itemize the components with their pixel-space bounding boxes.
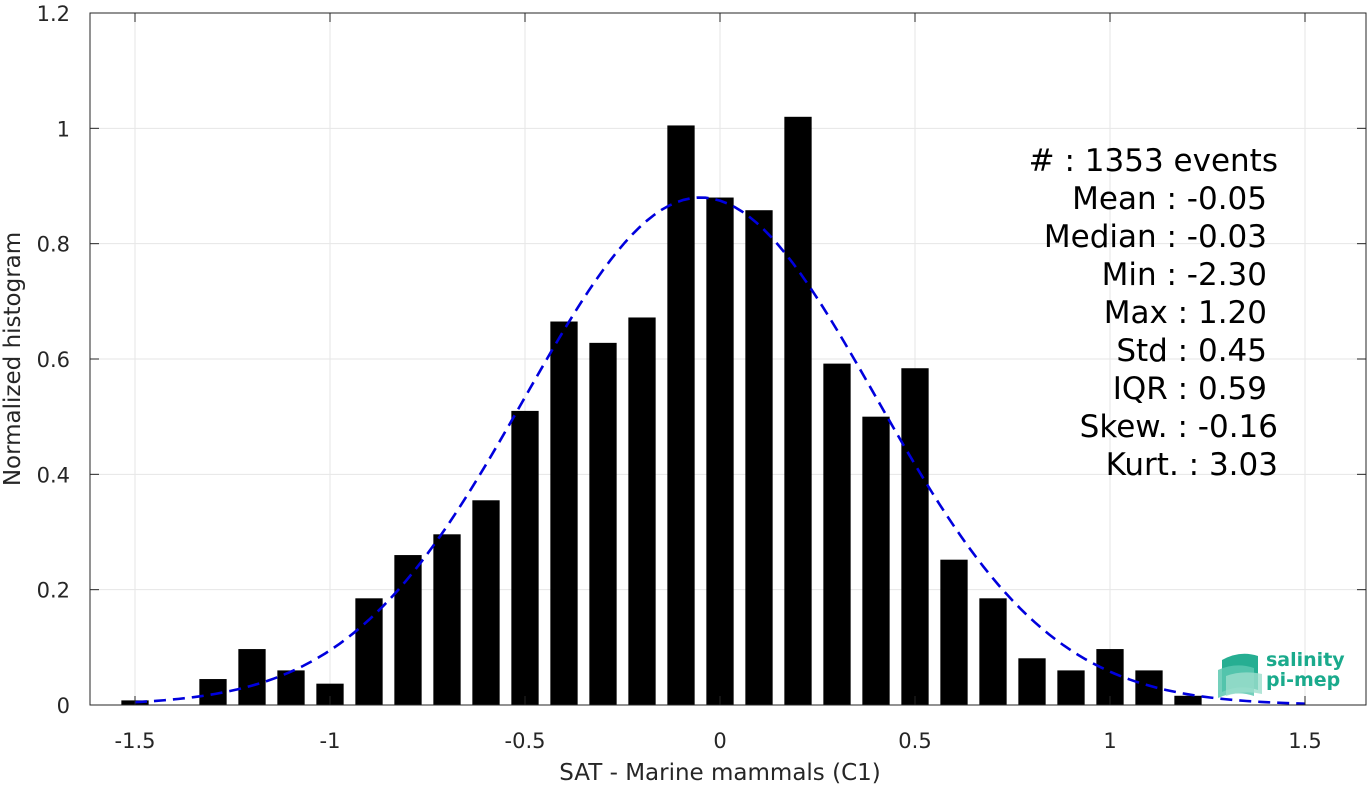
histogram-bar bbox=[940, 559, 968, 705]
histogram-bar bbox=[862, 416, 890, 705]
histogram-bar bbox=[1135, 670, 1163, 705]
salinity-pimep-logo: salinity pi-mep bbox=[1218, 649, 1345, 698]
stat-mean: Mean : -0.05 bbox=[1072, 181, 1267, 217]
histogram-bar bbox=[316, 683, 344, 705]
x-tick-label: -0.5 bbox=[505, 729, 546, 753]
stat-max: Max : 1.20 bbox=[1104, 295, 1267, 331]
y-axis-title: Normalized histogram bbox=[0, 232, 26, 486]
histogram-bar bbox=[667, 125, 695, 705]
stat-min: Min : -2.30 bbox=[1102, 257, 1267, 293]
histogram-bar bbox=[199, 679, 227, 705]
histogram-bar bbox=[433, 534, 461, 705]
x-tick-label: 0 bbox=[713, 729, 726, 753]
histogram-bar bbox=[355, 598, 383, 705]
y-tick-label: 1 bbox=[57, 117, 70, 141]
stat-events: # : 1353 events bbox=[1029, 143, 1278, 179]
y-tick-label: 0.2 bbox=[37, 579, 70, 603]
gaussian-fit-curve bbox=[134, 196, 1306, 705]
y-tick-label: 0.8 bbox=[37, 233, 70, 257]
histogram-bar bbox=[745, 210, 773, 705]
histogram-bar bbox=[628, 317, 656, 705]
logo-text-salinity: salinity bbox=[1266, 649, 1345, 671]
histogram-bar bbox=[550, 321, 578, 705]
histogram-bar bbox=[472, 500, 500, 705]
x-tick-label: 0.5 bbox=[898, 729, 931, 753]
histogram-bar bbox=[511, 410, 539, 705]
histogram-bar bbox=[1057, 670, 1085, 705]
histogram-bar bbox=[277, 670, 305, 705]
histogram-bar bbox=[784, 116, 812, 706]
y-tick-label: 0.6 bbox=[37, 348, 70, 372]
histogram-bar bbox=[1018, 658, 1046, 705]
x-tick-label: 1.5 bbox=[1288, 729, 1321, 753]
wave-logo-icon bbox=[1218, 653, 1262, 698]
histogram-bar bbox=[823, 363, 851, 705]
histogram-bar bbox=[238, 649, 266, 705]
y-tick-label: 1.2 bbox=[37, 2, 70, 26]
x-tick-label: -1 bbox=[320, 729, 341, 753]
histogram-bar bbox=[1174, 695, 1202, 705]
histogram-bar bbox=[979, 598, 1007, 705]
stat-median: Median : -0.03 bbox=[1044, 219, 1267, 255]
stat-kurt: Kurt. : 3.03 bbox=[1106, 447, 1278, 483]
histogram-bar bbox=[1096, 649, 1124, 705]
histogram-bar bbox=[901, 368, 929, 705]
x-axis-title: SAT - Marine mammals (C1) bbox=[559, 760, 881, 785]
stats-annotation: # : 1353 events Mean : -0.05 Median : -0… bbox=[1029, 143, 1278, 483]
y-tick-label: 0 bbox=[57, 694, 70, 718]
x-tick-label: -1.5 bbox=[115, 729, 156, 753]
stat-std: Std : 0.45 bbox=[1116, 333, 1267, 369]
histogram-bar bbox=[589, 342, 617, 705]
x-axis-ticks: -1.5 -1 -0.5 0 0.5 1 1.5 bbox=[115, 13, 1322, 753]
logo-text-pimep: pi-mep bbox=[1266, 669, 1340, 691]
y-axis-ticks: 0 0.2 0.4 0.6 0.8 1 1.2 bbox=[37, 2, 1366, 718]
histogram-bars bbox=[121, 116, 1202, 706]
stat-iqr: IQR : 0.59 bbox=[1113, 371, 1267, 407]
y-tick-label: 0.4 bbox=[37, 463, 70, 487]
stat-skew: Skew. : -0.16 bbox=[1080, 409, 1278, 445]
x-tick-label: 1 bbox=[1103, 729, 1116, 753]
histogram-bar bbox=[706, 197, 734, 706]
